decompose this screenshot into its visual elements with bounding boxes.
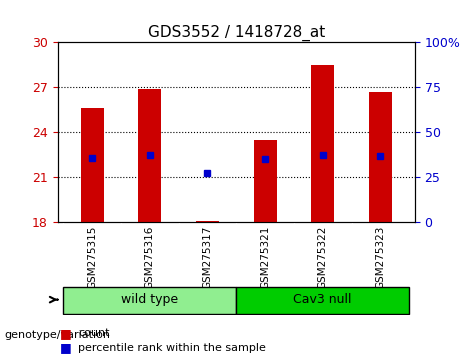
Bar bbox=[81, 108, 104, 222]
FancyBboxPatch shape bbox=[64, 287, 236, 314]
Text: ■: ■ bbox=[60, 341, 71, 354]
Text: genotype/variation: genotype/variation bbox=[5, 330, 111, 339]
Text: GSM275315: GSM275315 bbox=[87, 225, 97, 289]
Text: percentile rank within the sample: percentile rank within the sample bbox=[78, 343, 266, 353]
Text: Cav3 null: Cav3 null bbox=[294, 293, 352, 306]
Text: GSM275323: GSM275323 bbox=[375, 225, 385, 289]
Bar bbox=[311, 65, 334, 222]
FancyBboxPatch shape bbox=[236, 287, 409, 314]
Bar bbox=[369, 92, 392, 222]
Text: GSM275316: GSM275316 bbox=[145, 225, 155, 289]
Text: GSM275317: GSM275317 bbox=[202, 225, 213, 289]
Text: count: count bbox=[78, 329, 110, 338]
Text: ■: ■ bbox=[60, 327, 71, 340]
Bar bbox=[138, 89, 161, 222]
Text: wild type: wild type bbox=[121, 293, 178, 306]
Bar bbox=[254, 140, 277, 222]
Text: GSM275321: GSM275321 bbox=[260, 225, 270, 289]
Title: GDS3552 / 1418728_at: GDS3552 / 1418728_at bbox=[148, 25, 325, 41]
Text: GSM275322: GSM275322 bbox=[318, 225, 328, 289]
Bar bbox=[196, 221, 219, 222]
